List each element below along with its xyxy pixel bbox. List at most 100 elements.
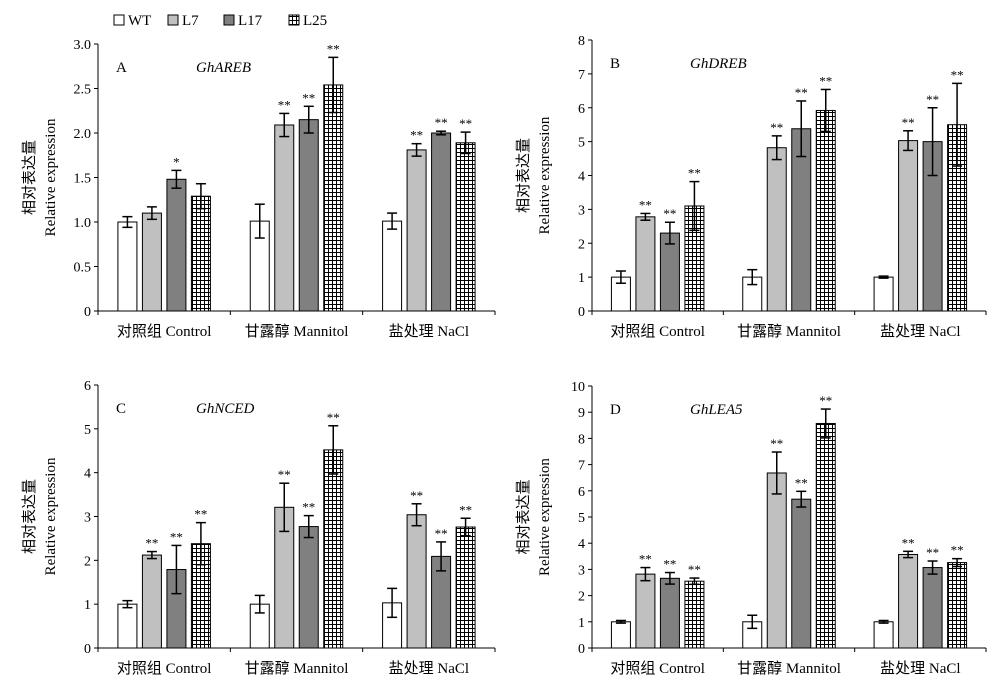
significance-mark: ** (410, 128, 423, 143)
significance-mark: ** (170, 529, 183, 544)
significance-mark: ** (302, 90, 315, 105)
y-tick-label: 0 (578, 305, 585, 320)
significance-mark: ** (639, 197, 652, 212)
error-bar (303, 105, 314, 134)
bar-l25 (455, 526, 476, 649)
bar-l7 (141, 554, 162, 649)
significance-mark: ** (459, 116, 472, 131)
legend-label: L7 (182, 13, 199, 29)
bar-wt (382, 220, 403, 312)
x-tick-label: 盐处理 NaCl (389, 660, 469, 677)
bar-l17 (659, 577, 680, 649)
y-axis-title-en: Relative expression (537, 116, 553, 234)
significance-mark: ** (951, 67, 964, 82)
significance-mark: ** (926, 545, 939, 560)
x-tick-label: 甘露醇 Mannitol (245, 660, 349, 677)
y-tick-label: 0.5 (74, 261, 92, 276)
bar-l17 (791, 498, 812, 649)
panel-label: D (610, 402, 621, 418)
significance-mark: ** (770, 120, 783, 135)
bar-l7 (766, 472, 787, 649)
error-bar (952, 82, 963, 167)
significance-mark: ** (926, 92, 939, 107)
error-bar (303, 514, 314, 539)
y-tick-label: 3 (578, 563, 585, 578)
y-axis-title-en: Relative expression (43, 457, 59, 575)
significance-mark: ** (639, 552, 652, 567)
error-bar (640, 566, 651, 582)
panel-d: 0 1 2 3 4 5 6 7 8 9 10 对照组 Control 甘露醇 Mannitol 盐处理 N… (515, 380, 987, 677)
bar-l25 (815, 422, 836, 649)
bar-l7 (274, 124, 295, 312)
error-bar (771, 451, 782, 495)
significance-mark: ** (194, 507, 207, 522)
y-tick-label: 8 (578, 432, 585, 447)
error-bar (640, 212, 651, 221)
error-bar (387, 212, 398, 230)
bar-l25 (455, 142, 476, 312)
error-bar (195, 521, 206, 566)
y-tick-label: 7 (578, 459, 585, 474)
legend-swatch (223, 14, 235, 26)
x-tick-label: 对照组 Control (610, 323, 705, 340)
bar-l25 (815, 109, 836, 312)
gene-name: GhNCED (196, 401, 255, 417)
error-bar (436, 130, 447, 136)
x-tick-label: 对照组 Control (117, 660, 212, 677)
significance-mark: ** (302, 500, 315, 515)
error-bar (279, 112, 290, 138)
significance-mark: ** (459, 502, 472, 517)
y-tick-label: 3 (578, 203, 585, 218)
error-bar (171, 169, 182, 189)
bar-l25 (323, 449, 344, 649)
error-bar (878, 275, 889, 279)
bar-l17 (431, 132, 452, 312)
x-tick-label: 对照组 Control (610, 660, 705, 677)
bar-l17 (659, 232, 680, 312)
gene-name: GhLEA5 (690, 402, 743, 418)
panel-label: B (610, 56, 620, 72)
legend-item-l7: L7 (167, 13, 199, 29)
significance-mark: ** (663, 206, 676, 221)
y-axis-title-cn: 相对表达量 (21, 479, 38, 554)
panel-label: C (116, 401, 126, 417)
legend-item-wt: WT (113, 13, 151, 29)
error-bar (460, 131, 471, 155)
error-bar (952, 557, 963, 568)
y-tick-label: 5 (578, 511, 585, 526)
y-tick-label: 4 (578, 537, 585, 552)
significance-mark: ** (951, 543, 964, 558)
error-bar (664, 221, 675, 245)
panel-a: 0 0.5 1.0 1.5 2.0 2.5 3.0 对照组 Control 甘露醇 Mannit… (21, 38, 496, 340)
y-tick-label: 9 (578, 406, 585, 421)
y-tick-label: 2 (578, 590, 585, 605)
x-tick-label: 盐处理 NaCl (880, 323, 960, 340)
bar-wt (610, 621, 631, 649)
error-bar (460, 517, 471, 537)
y-tick-label: 6 (578, 485, 585, 500)
y-tick-label: 4 (84, 467, 91, 482)
y-tick-label: 0 (84, 305, 91, 320)
error-bar (820, 408, 831, 439)
error-bar (146, 206, 157, 221)
y-axis-title-en: Relative expression (43, 118, 59, 236)
bar-wt (873, 621, 894, 649)
significance-mark: ** (902, 115, 915, 130)
significance-mark: ** (902, 535, 915, 550)
y-tick-label: 4 (578, 170, 585, 185)
y-tick-label: 5 (578, 136, 585, 151)
error-bar (195, 182, 206, 210)
error-bar (328, 56, 339, 114)
error-bar (254, 203, 265, 239)
bar-l25 (684, 580, 705, 649)
error-bar (146, 550, 157, 560)
legend: WT L7 L17 L25 (113, 13, 327, 29)
y-tick-label: 7 (578, 68, 585, 83)
y-tick-label: 2 (578, 237, 585, 252)
error-bar (436, 541, 447, 572)
error-bar (927, 107, 938, 177)
error-bar (411, 142, 422, 157)
significance-mark: ** (663, 557, 676, 572)
significance-mark: ** (819, 73, 832, 88)
